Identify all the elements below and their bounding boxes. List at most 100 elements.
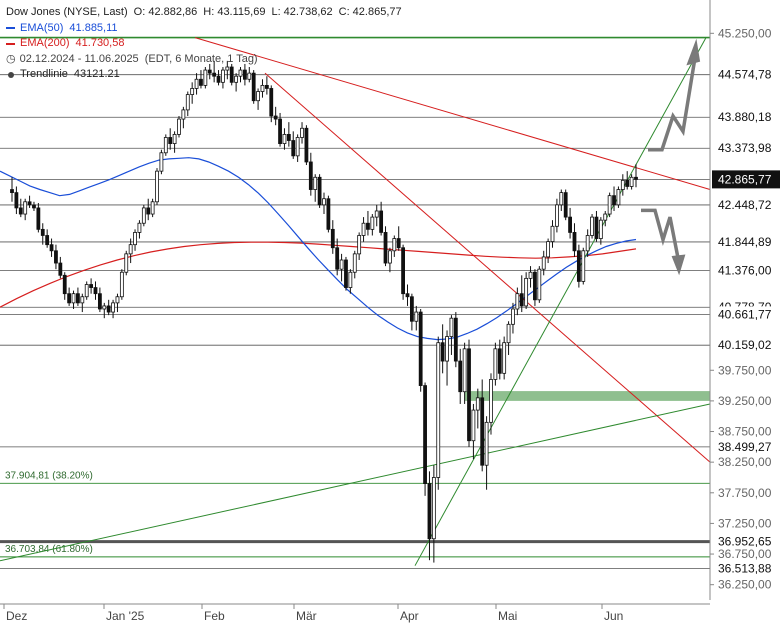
candle-body (212, 72, 217, 77)
candle-body (234, 75, 239, 83)
candle-body (607, 195, 612, 215)
candle-body (207, 69, 212, 74)
candle-body (67, 293, 72, 304)
price-level-label-bg (712, 66, 778, 83)
ema200-line (0, 241, 637, 308)
candle-body (119, 271, 124, 298)
red-downtrend-line-upper (194, 37, 711, 191)
candle-body (238, 69, 243, 77)
candle-body (243, 69, 247, 80)
candles (10, 60, 638, 563)
legend-ema200[interactable]: EMA(200) 41.730,58 (6, 36, 408, 52)
candle-body (388, 250, 392, 264)
candle-body (322, 198, 326, 206)
candle-body (418, 311, 423, 386)
candle-body (594, 216, 599, 239)
y-tick-label: 36.250,00 (718, 578, 772, 592)
price-level-label-bg (712, 262, 778, 279)
support-zone-rect (465, 391, 710, 401)
candle-body (572, 232, 577, 252)
candle-body (32, 204, 36, 209)
candle-body (40, 228, 45, 236)
price-level-label: 41.376,00 (718, 264, 772, 278)
candle-body (62, 274, 67, 295)
price-level-label-bg (712, 109, 778, 126)
price-level-label: 40.661,77 (718, 307, 772, 321)
candle-body (54, 250, 58, 264)
candle-body (409, 296, 414, 322)
candle-body (251, 72, 256, 102)
ema50-line (0, 157, 637, 341)
y-tick-label: 39.250,00 (718, 394, 772, 408)
candle-body (396, 238, 401, 249)
candle-body (344, 259, 348, 288)
bullish-arrow-head (686, 38, 701, 66)
candle-body (295, 137, 300, 157)
candle-body (97, 293, 102, 310)
candle-body (370, 216, 375, 230)
candle-body (14, 192, 19, 209)
candle-body (128, 244, 133, 255)
ema50-value: 41.885,11 (69, 21, 118, 34)
legend-ema50[interactable]: EMA(50) 41.885,11 (6, 21, 408, 37)
x-tick-label: Mai (498, 609, 517, 623)
ema200-label: EMA(200) (20, 37, 70, 49)
candle-body (414, 311, 419, 322)
candle-body (484, 421, 489, 466)
candle-body (203, 69, 208, 86)
candle-body (216, 75, 221, 83)
candle-body (524, 277, 529, 307)
candle-body (440, 342, 445, 362)
price-level-label: 43.373,98 (718, 141, 772, 155)
candle-body (489, 379, 493, 423)
candle-body (106, 305, 111, 313)
bullish-projection-arrow (648, 57, 697, 152)
price-level-label: 36.952,65 (718, 535, 772, 549)
legend-trendline[interactable]: Trendlinie 43121.21 (6, 67, 408, 83)
candle-body (300, 127, 304, 138)
bearish-projection-arrow (641, 208, 681, 264)
trendline-dot-icon (8, 71, 14, 78)
y-tick-label: 38.750,00 (718, 425, 772, 439)
candle-body (111, 302, 115, 313)
candle-body (163, 137, 168, 154)
candle-body (225, 66, 230, 71)
candle-body (23, 201, 28, 215)
y-tick-label: 45.250,00 (718, 26, 772, 40)
x-tick-label: Jan '25 (106, 609, 145, 623)
candle-body (555, 204, 559, 227)
candle-body (612, 195, 616, 206)
candle-body (559, 192, 564, 206)
candle-body (278, 118, 282, 144)
candle-body (634, 176, 638, 180)
x-tick-label: Mär (296, 609, 317, 623)
candle-body (568, 216, 572, 233)
candle-body (339, 259, 344, 270)
candle-body (629, 176, 634, 187)
candle-body (462, 348, 467, 393)
candle-body (427, 483, 432, 540)
candle-body (511, 308, 515, 325)
candle-body (291, 140, 296, 157)
candle-body (181, 109, 186, 120)
candle-body (146, 207, 151, 215)
candle-body (137, 222, 142, 233)
candle-body (273, 115, 278, 120)
candle-body (177, 118, 181, 135)
candle-body (401, 247, 405, 295)
candle-body (313, 176, 318, 190)
candle-body (533, 271, 537, 301)
ohlc-open: O: 42.882,86 (133, 6, 198, 18)
price-level-label: 36.513,88 (718, 562, 772, 576)
x-tick-label: Apr (400, 609, 419, 623)
candle-body (10, 189, 14, 193)
candle-body (550, 225, 555, 243)
candle-body (519, 293, 524, 307)
candle-body (256, 91, 260, 102)
candle-body (326, 198, 331, 230)
candle-body (431, 477, 436, 540)
candle-body (497, 348, 502, 374)
candle-body (620, 179, 625, 190)
ohlc-close: C: 42.865,77 (338, 6, 402, 18)
y-tick-label: 37.250,00 (718, 516, 772, 530)
